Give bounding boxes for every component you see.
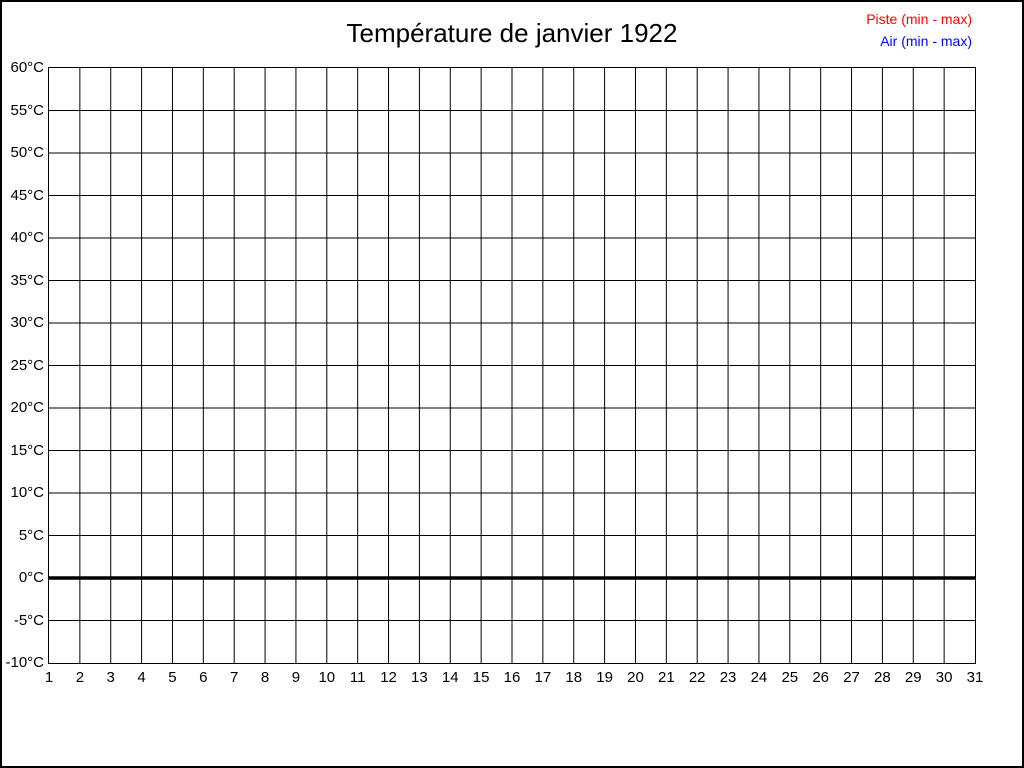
y-tick-label-30: 30°C bbox=[10, 314, 44, 331]
y-tick-label-40: 40°C bbox=[10, 229, 44, 246]
x-tick-label-18: 18 bbox=[565, 669, 583, 686]
x-tick-label-13: 13 bbox=[411, 669, 428, 686]
x-tick-label-3: 3 bbox=[106, 669, 115, 686]
x-tick-label-28: 28 bbox=[874, 669, 891, 686]
x-tick-label-14: 14 bbox=[441, 669, 459, 686]
x-tick-label-26: 26 bbox=[812, 669, 829, 686]
x-tick-label-20: 20 bbox=[627, 669, 644, 686]
chart-legend: Piste (min - max) Air (min - max) bbox=[866, 8, 972, 52]
x-tick-label-24: 24 bbox=[750, 669, 768, 686]
x-tick-label-27: 27 bbox=[843, 669, 860, 686]
x-tick-label-9: 9 bbox=[291, 669, 301, 686]
y-tick-label-10: 10°C bbox=[10, 484, 44, 501]
x-tick-label-17: 17 bbox=[534, 669, 552, 686]
y-tick-label-50: 50°C bbox=[10, 144, 44, 161]
y-tick-label-15: 15°C bbox=[10, 441, 44, 459]
y-tick-label-60: 60°C bbox=[10, 59, 44, 76]
x-tick-label-15: 15 bbox=[472, 669, 490, 686]
y-tick-label-25: 25°C bbox=[10, 356, 44, 374]
plot-area bbox=[48, 67, 976, 664]
grid-lines bbox=[49, 68, 975, 663]
x-tick-label-2: 2 bbox=[75, 669, 85, 686]
x-tick-label-6: 6 bbox=[199, 669, 208, 686]
x-tick-label-19: 19 bbox=[596, 669, 613, 686]
chart-title: Température de janvier 1922 bbox=[346, 18, 678, 48]
y-tick-label-0: 0°C bbox=[18, 569, 44, 586]
x-tick-label-31: 31 bbox=[966, 669, 984, 686]
y-tick-label-45: 45°C bbox=[10, 186, 44, 204]
x-tick-label-23: 23 bbox=[719, 669, 737, 686]
x-tick-label-1: 1 bbox=[44, 669, 54, 686]
x-tick-label-22: 22 bbox=[688, 669, 706, 686]
x-tick-label-25: 25 bbox=[781, 669, 799, 686]
x-tick-label-11: 11 bbox=[349, 669, 366, 686]
x-tick-label-30: 30 bbox=[935, 669, 953, 686]
x-tick-label-7: 7 bbox=[230, 669, 239, 686]
x-tick-label-10: 10 bbox=[318, 669, 336, 686]
y-tick-label-5: 5°C bbox=[18, 526, 44, 544]
y-tick-label--10: -10°C bbox=[5, 654, 44, 671]
y-tick-label-35: 35°C bbox=[10, 271, 44, 289]
x-tick-label-4: 4 bbox=[137, 669, 146, 686]
x-tick-label-8: 8 bbox=[260, 669, 270, 686]
x-tick-label-29: 29 bbox=[904, 669, 922, 686]
x-tick-label-21: 21 bbox=[657, 669, 675, 686]
legend-entry-air: Air (min - max) bbox=[880, 33, 972, 49]
y-tick-label--5: -5°C bbox=[13, 611, 44, 629]
x-tick-label-12: 12 bbox=[380, 669, 397, 686]
y-tick-label-20: 20°C bbox=[10, 399, 44, 416]
y-tick-label-55: 55°C bbox=[10, 101, 44, 119]
x-tick-label-16: 16 bbox=[503, 669, 521, 686]
legend-entry-piste: Piste (min - max) bbox=[866, 11, 972, 27]
x-tick-label-5: 5 bbox=[168, 669, 177, 686]
